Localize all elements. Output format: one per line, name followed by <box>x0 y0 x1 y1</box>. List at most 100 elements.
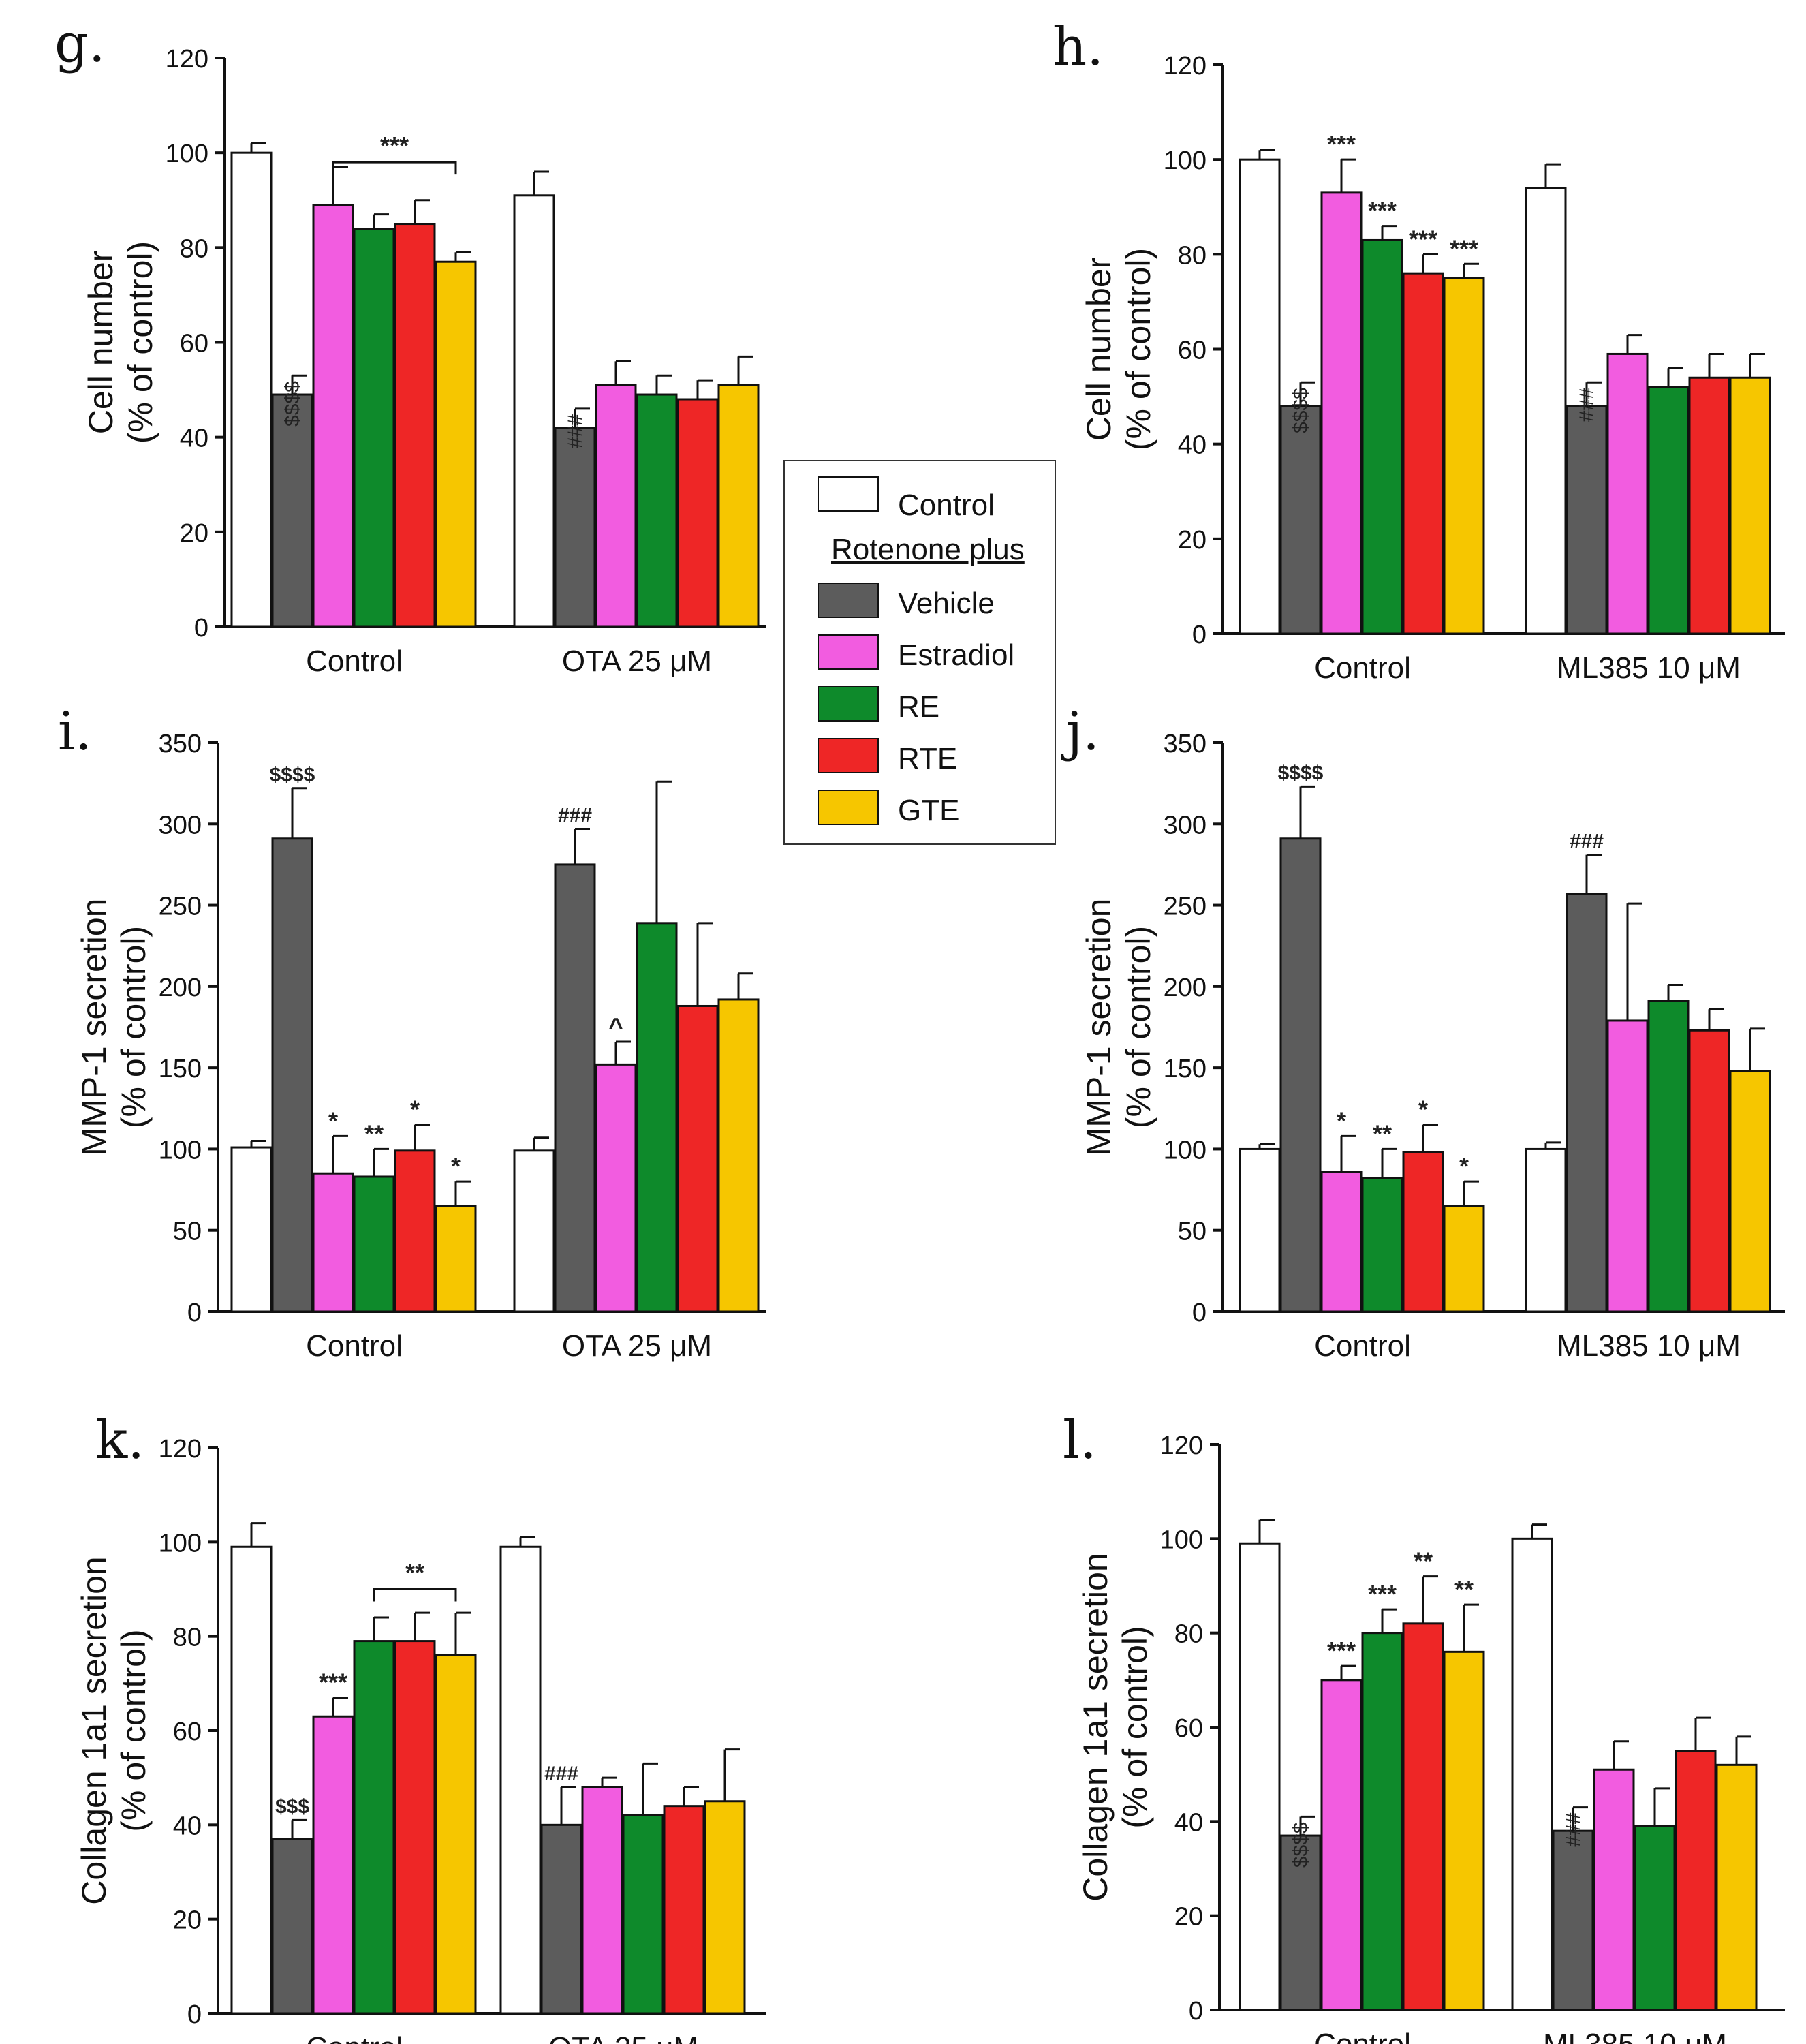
y-tick-label: 20 <box>1178 526 1206 555</box>
y-tick-label: 100 <box>1164 1136 1206 1164</box>
bar-gte-0 <box>435 260 477 628</box>
bar-vehicle-1 <box>554 863 596 1313</box>
bar-re-1 <box>622 1814 664 2015</box>
x-category-label: OTA 25 μM <box>562 645 712 678</box>
bar-vehicle-0 <box>271 393 313 628</box>
legend-item-control: Control <box>818 476 1049 522</box>
significance-label: * <box>410 1096 420 1124</box>
significance-label: ### <box>558 804 592 826</box>
significance-label: *** <box>380 131 409 159</box>
legend-subheading: Rotenone plus <box>831 533 1025 566</box>
significance-label: ** <box>1454 1575 1474 1603</box>
bar-re-1 <box>636 393 678 628</box>
bar-rte-1 <box>663 1805 705 2015</box>
bar-rte-1 <box>1688 376 1730 635</box>
x-category-label: OTA 25 μM <box>562 1329 712 1363</box>
y-axis-label: (% of control) <box>1119 248 1157 450</box>
bar-control-1 <box>513 1149 555 1313</box>
x-category-label: Control <box>1314 1329 1411 1363</box>
y-tick-label: 40 <box>180 424 208 453</box>
y-tick-label: 0 <box>187 1299 202 1327</box>
bar-control-0 <box>230 151 273 628</box>
y-tick-label: 300 <box>159 811 202 839</box>
y-tick-label: 80 <box>180 234 208 263</box>
significance-label: ** <box>405 1559 424 1587</box>
significance-label: $$$$ <box>270 764 315 786</box>
legend-label-vehicle: Vehicle <box>898 587 995 620</box>
significance-label: *** <box>1327 1637 1356 1664</box>
y-tick-label: 40 <box>1174 1808 1203 1837</box>
bar-gte-0 <box>435 1654 477 2015</box>
bar-estradiol-1 <box>581 1786 623 2015</box>
significance-label: * <box>451 1152 461 1180</box>
legend-swatch-gte <box>818 790 879 825</box>
legend: Control Rotenone plus Vehicle Estradiol … <box>783 460 1056 845</box>
x-category-label: Control <box>306 645 403 678</box>
y-tick-label: 120 <box>159 1435 202 1464</box>
y-axis-label: Collagen 1a1 secretion <box>75 1556 113 1904</box>
legend-label-re: RE <box>898 690 940 724</box>
bar-estradiol-1 <box>595 384 637 628</box>
x-category-label: Control <box>306 2031 403 2044</box>
significance-label: ### <box>564 414 587 448</box>
bar-vehicle-0 <box>271 1838 313 2015</box>
y-tick-label: 50 <box>1178 1218 1206 1246</box>
significance-bracket <box>332 161 457 175</box>
y-tick-label: 100 <box>159 1136 202 1164</box>
panel-label-l: l. <box>1063 1410 1097 1471</box>
significance-label: * <box>1337 1106 1346 1134</box>
y-tick-label: 60 <box>173 1718 202 1746</box>
significance-label: *** <box>1409 225 1437 253</box>
y-tick-label: 50 <box>173 1218 202 1246</box>
y-tick-label: 0 <box>194 614 208 642</box>
y-tick-label: 300 <box>1164 811 1206 839</box>
bar-re-1 <box>636 922 678 1313</box>
bar-re-0 <box>1361 238 1403 635</box>
significance-label: *** <box>1368 197 1397 225</box>
y-tick-label: 20 <box>1174 1903 1203 1932</box>
bar-control-0 <box>230 1545 273 2015</box>
bar-vehicle-0 <box>1279 1834 1322 2011</box>
bar-rte-1 <box>676 398 719 628</box>
bar-gte-0 <box>1443 1650 1485 2011</box>
significance-label: * <box>1459 1152 1469 1180</box>
significance-label: $$$$ <box>1290 388 1312 433</box>
significance-label: ^ <box>608 1012 623 1040</box>
bar-gte-0 <box>1443 277 1485 635</box>
y-tick-label: 80 <box>173 1624 202 1652</box>
significance-label: ### <box>1570 831 1604 853</box>
legend-item-gte: GTE <box>818 790 1049 827</box>
y-axis-label: MMP-1 secretion <box>1080 899 1118 1156</box>
y-tick-label: 60 <box>180 330 208 358</box>
x-category-label: Control <box>1314 651 1411 685</box>
significance-label: *** <box>1327 130 1356 158</box>
chart-panel-l: l. 0 20 40 60 80 100 120 Collagen 1a1 secretion(… <box>1063 1410 1785 2044</box>
panel-label-g: g. <box>55 13 106 74</box>
significance-label: *** <box>319 1669 347 1697</box>
y-tick-label: 40 <box>1178 431 1206 460</box>
significance-label: $$$$ <box>1290 1822 1312 1868</box>
significance-label: $$$$ <box>1278 762 1324 784</box>
legend-label-rte: RTE <box>898 742 958 775</box>
bar-estradiol-1 <box>1593 1768 1635 2011</box>
bar-gte-1 <box>717 384 760 628</box>
significance-bracket <box>373 1588 457 1602</box>
y-axis-label: (% of control) <box>121 241 159 444</box>
panel-label-k: k. <box>95 1410 144 1471</box>
legend-swatch-estradiol <box>818 634 879 670</box>
y-axis-label: Cell number <box>82 251 120 435</box>
chart-panel-k: k. 0 20 40 60 80 100 120 Collagen 1a1 secretion(… <box>75 1410 766 2044</box>
bar-rte-1 <box>676 1004 719 1313</box>
panel-label-i: i. <box>58 701 92 762</box>
bar-vehicle-0 <box>271 837 313 1313</box>
y-tick-label: 60 <box>1174 1714 1203 1743</box>
bar-re-1 <box>1634 1825 1676 2011</box>
y-tick-label: 0 <box>1189 1997 1203 2026</box>
chart-panel-j: j. 0 50 100 150 200 250 300 350 MMP-1 secretion (%… <box>1061 701 1785 1363</box>
bar-rte-1 <box>1688 1029 1730 1313</box>
bar-rte-0 <box>1402 1151 1444 1313</box>
significance-label: ### <box>1562 1812 1585 1846</box>
y-tick-label: 150 <box>159 1055 202 1083</box>
y-tick-label: 350 <box>159 730 202 758</box>
